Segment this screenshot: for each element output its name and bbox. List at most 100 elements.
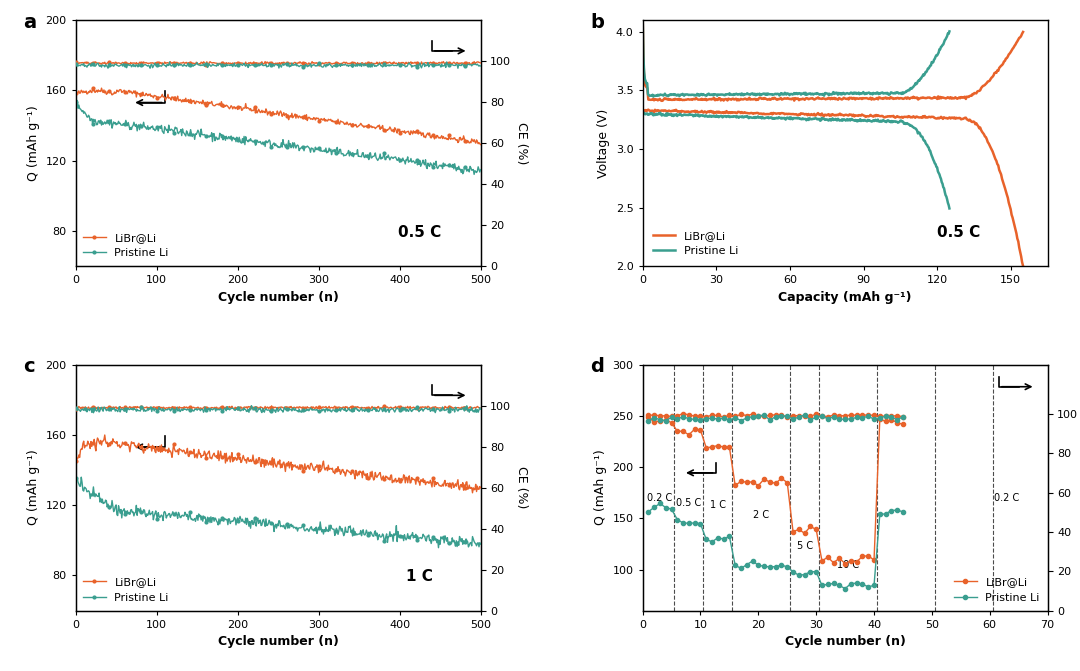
LiBr@Li: [723, 443, 735, 451]
LiBr@Li: [474, 484, 487, 492]
LiBr@Li: [95, 84, 108, 92]
Y-axis label: CE (%): CE (%): [515, 122, 528, 164]
Y-axis label: CE (%): CE (%): [515, 466, 528, 509]
Text: 5 C: 5 C: [797, 541, 812, 551]
LiBr@Li: [700, 444, 713, 452]
Pristine Li: [266, 142, 279, 150]
LiBr@Li: [775, 474, 788, 482]
Pristine Li: [740, 561, 753, 569]
LiBr@Li: [70, 89, 83, 97]
Line: Pristine Li: Pristine Li: [75, 476, 482, 549]
LiBr@Li: [311, 463, 324, 471]
Pristine Li: [793, 571, 806, 579]
Y-axis label: Q (mAh g⁻¹): Q (mAh g⁻¹): [27, 105, 40, 181]
Line: LiBr@Li: LiBr@Li: [646, 415, 905, 566]
Pristine Li: [810, 568, 823, 576]
LiBr@Li: [266, 458, 279, 466]
Line: Pristine Li: Pristine Li: [75, 99, 482, 176]
Pristine Li: [642, 508, 654, 516]
LiBr@Li: [289, 114, 302, 122]
Pristine Li: [432, 544, 445, 552]
Y-axis label: Voltage (V): Voltage (V): [597, 109, 610, 178]
LiBr@Li: [705, 443, 718, 451]
LiBr@Li: [262, 109, 275, 117]
Pristine Li: [874, 511, 887, 519]
LiBr@Li: [683, 431, 696, 439]
LiBr@Li: [665, 419, 678, 427]
Pristine Li: [838, 584, 851, 592]
Pristine Li: [311, 526, 324, 534]
Pristine Li: [474, 166, 487, 174]
Text: 1 C: 1 C: [710, 500, 726, 510]
Pristine Li: [850, 579, 863, 587]
Pristine Li: [885, 507, 897, 515]
Pristine Li: [764, 563, 777, 571]
Pristine Li: [815, 581, 828, 589]
Pristine Li: [781, 563, 794, 571]
Text: 0.5 C: 0.5 C: [676, 498, 702, 508]
Text: 0.2 C: 0.2 C: [647, 493, 673, 503]
X-axis label: Cycle number (n): Cycle number (n): [785, 635, 905, 648]
Pristine Li: [665, 505, 678, 513]
Pristine Li: [752, 561, 765, 569]
Text: a: a: [23, 13, 36, 32]
Pristine Li: [659, 503, 672, 511]
Pristine Li: [827, 580, 840, 588]
LiBr@Li: [676, 427, 690, 435]
LiBr@Li: [70, 457, 83, 465]
Pristine Li: [262, 516, 275, 524]
Text: 2 C: 2 C: [753, 511, 769, 521]
Pristine Li: [717, 535, 730, 543]
LiBr@Li: [764, 478, 777, 486]
LiBr@Li: [653, 417, 666, 425]
LiBr@Li: [838, 560, 851, 568]
Pristine Li: [879, 510, 892, 518]
Pristine Li: [694, 520, 707, 528]
Pristine Li: [676, 519, 690, 527]
Text: b: b: [590, 13, 604, 32]
Pristine Li: [867, 581, 880, 589]
Pristine Li: [289, 525, 302, 533]
Legend: LiBr@Li, Pristine Li: LiBr@Li, Pristine Li: [81, 575, 171, 605]
LiBr@Li: [289, 463, 302, 471]
LiBr@Li: [311, 114, 324, 122]
Pristine Li: [648, 503, 661, 511]
Text: 1 C: 1 C: [406, 569, 433, 584]
LiBr@Li: [465, 135, 478, 143]
Legend: LiBr@Li, Pristine Li: LiBr@Li, Pristine Li: [648, 226, 743, 260]
LiBr@Li: [879, 417, 892, 425]
Legend: LiBr@Li, Pristine Li: LiBr@Li, Pristine Li: [953, 575, 1042, 605]
Pristine Li: [786, 568, 799, 576]
Text: d: d: [590, 357, 604, 376]
Pristine Li: [746, 557, 759, 565]
LiBr@Li: [867, 556, 880, 564]
Pristine Li: [467, 533, 480, 541]
Pristine Li: [758, 562, 771, 570]
Pristine Li: [71, 97, 84, 105]
Line: LiBr@Li: LiBr@Li: [75, 433, 482, 494]
Pristine Li: [465, 166, 478, 174]
LiBr@Li: [688, 425, 701, 433]
LiBr@Li: [712, 442, 725, 450]
Pristine Li: [266, 519, 279, 527]
LiBr@Li: [850, 558, 863, 566]
Pristine Li: [896, 508, 909, 516]
LiBr@Li: [885, 416, 897, 424]
Pristine Li: [775, 561, 788, 569]
LiBr@Li: [402, 127, 415, 136]
LiBr@Li: [827, 559, 840, 567]
Y-axis label: Q (mAh g⁻¹): Q (mAh g⁻¹): [594, 450, 607, 525]
Pristine Li: [798, 570, 811, 578]
LiBr@Li: [781, 478, 794, 486]
Pristine Li: [804, 568, 816, 576]
LiBr@Li: [402, 474, 415, 482]
Pristine Li: [402, 158, 415, 166]
LiBr@Li: [815, 557, 828, 565]
LiBr@Li: [821, 553, 834, 561]
Text: 0.5 C: 0.5 C: [936, 225, 981, 240]
LiBr@Li: [740, 478, 753, 486]
LiBr@Li: [896, 421, 909, 429]
LiBr@Li: [694, 426, 707, 434]
Pristine Li: [856, 580, 869, 588]
Line: LiBr@Li: LiBr@Li: [75, 87, 482, 146]
